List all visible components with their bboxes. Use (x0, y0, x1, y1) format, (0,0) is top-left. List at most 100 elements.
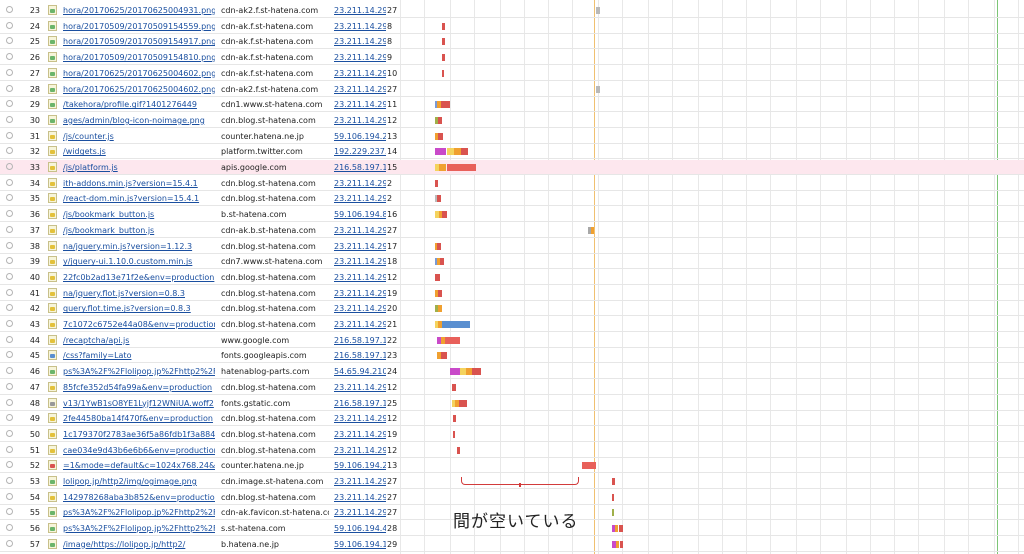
request-ip-link[interactable]: 192.229.237.25 (334, 147, 386, 157)
request-row[interactable]: 43 7c1072c6752e44a08&env=production cdn.bl… (0, 317, 1024, 332)
gear-icon[interactable] (5, 476, 14, 485)
request-row[interactable]: 48 v13/1YwB1sO8YE1Lyjf12WNiUA.woff2 fonts.… (0, 396, 1024, 411)
gear-icon[interactable] (5, 429, 14, 438)
request-row[interactable]: 32/widgets.js platform.twitter.com 192.229… (0, 144, 1024, 160)
request-ip-link[interactable]: 59.106.194.17 (334, 539, 386, 549)
request-url-link[interactable]: ps%3A%2F%2Flolipop.jp%2Fhttp2%2F (63, 524, 215, 534)
gear-icon[interactable] (5, 303, 14, 312)
gear-icon[interactable] (5, 178, 14, 187)
request-ip-link[interactable]: 23.211.14.29 (334, 178, 386, 188)
request-row[interactable]: 35/react-dom.min.js?version=15.4.1 cdn.bl… (0, 191, 1024, 207)
request-url-link[interactable]: ps%3A%2F%2Flolipop.jp%2Fhttp2%2F (63, 508, 215, 518)
request-row[interactable]: 45/css?family=Lato fonts.googleapis.com 21… (0, 348, 1024, 364)
request-row[interactable]: 28 hora/20170625/20170625004602.png cdn-ak… (0, 82, 1024, 97)
request-ip-link[interactable]: 23.211.14.29 (334, 6, 386, 15)
request-ip-link[interactable]: 23.211.14.29 (334, 100, 386, 110)
gear-icon[interactable] (5, 382, 14, 391)
gear-icon[interactable] (5, 460, 14, 469)
request-ip-link[interactable]: 216.58.197.174 (334, 163, 386, 172)
gear-icon[interactable] (5, 115, 14, 124)
request-url-link[interactable]: /widgets.js (63, 147, 106, 157)
request-url-link[interactable]: 2fe44580ba14f470f&env=production (63, 414, 213, 424)
request-url-link[interactable]: /js/bookmark_button.js (63, 210, 155, 220)
request-row[interactable]: 56 ps%3A%2F%2Flolipop.jp%2Fhttp2%2F s.st-h… (0, 521, 1024, 537)
request-ip-link[interactable]: 23.211.14.29 (334, 21, 386, 31)
request-url-link[interactable]: na/jquery.min.js?version=1.12.3 (63, 241, 193, 251)
request-row[interactable]: 24 hora/20170509/20170509154559.png cdn-ak… (0, 19, 1024, 34)
request-row[interactable]: 31/js/counter.js counter.hatena.ne.jp 59.1… (0, 129, 1024, 144)
gear-icon[interactable] (5, 225, 14, 234)
request-ip-link[interactable]: 23.211.14.29 (334, 320, 386, 329)
request-ip-link[interactable]: 59.106.194.24 (334, 131, 386, 141)
gear-icon[interactable] (5, 319, 14, 328)
gear-icon[interactable] (5, 162, 14, 171)
request-ip-link[interactable]: 23.211.14.29 (334, 508, 386, 518)
request-row[interactable]: 36/js/bookmark_button.js b.st-hatena.com 5… (0, 207, 1024, 223)
request-url-link[interactable]: /image/https://lolipop.jp/http2/ (63, 539, 186, 549)
request-ip-link[interactable]: 23.211.14.29 (334, 382, 386, 392)
request-url-link[interactable]: 7c1072c6752e44a08&env=production (63, 320, 215, 329)
request-url-link[interactable]: /recaptcha/api.js (63, 335, 130, 345)
gear-icon[interactable] (5, 84, 14, 93)
request-row[interactable]: 53 lolipop.jp/http2/img/ogimage.png cdn.im… (0, 474, 1024, 489)
request-row[interactable]: 25 hora/20170509/20170509154917.png cdn-ak… (0, 34, 1024, 50)
gear-icon[interactable] (5, 523, 14, 532)
request-row[interactable]: 47 85fcfe352d54fa99a&env=production cdn.bl… (0, 380, 1024, 395)
request-row[interactable]: 37/js/bookmark_button.js cdn-ak.b.st-hate… (0, 223, 1024, 238)
gear-icon[interactable] (5, 99, 14, 108)
gear-icon[interactable] (5, 413, 14, 422)
request-url-link[interactable]: /js/bookmark_button.js (63, 225, 155, 235)
request-row[interactable]: 33/js/platform.js apis.google.com 216.58.1… (0, 160, 1024, 175)
request-ip-link[interactable]: 59.106.194.24 (334, 461, 386, 471)
request-ip-link[interactable]: 59.106.194.80 (334, 210, 386, 220)
request-url-link[interactable]: /js/counter.js (63, 131, 114, 141)
gear-icon[interactable] (5, 507, 14, 516)
request-url-link[interactable]: =1&mode=default&c=1024x768.24&r= (63, 461, 215, 471)
request-row[interactable]: 27 hora/20170625/20170625004602.png cdn-ak… (0, 66, 1024, 81)
gear-icon[interactable] (5, 209, 14, 218)
request-ip-link[interactable]: 23.211.14.29 (334, 241, 386, 251)
request-url-link[interactable]: /css?family=Lato (63, 351, 132, 361)
gear-icon[interactable] (5, 350, 14, 359)
request-ip-link[interactable]: 23.211.14.29 (334, 445, 386, 455)
request-ip-link[interactable]: 216.58.197.170 (334, 351, 386, 361)
request-url-link[interactable]: 142978268aba3b852&env=production (63, 492, 215, 502)
request-row[interactable]: 50 1c179370f2783ae36f5a86fdb1f3a884 cdn.bl… (0, 427, 1024, 442)
gear-icon[interactable] (5, 21, 14, 30)
request-ip-link[interactable]: 23.211.14.29 (334, 257, 386, 267)
request-ip-link[interactable]: 216.58.197.163 (334, 398, 386, 408)
request-ip-link[interactable]: 59.106.194.45 (334, 524, 386, 534)
request-ip-link[interactable]: 23.211.14.29 (334, 53, 386, 63)
request-url-link[interactable]: hora/20170625/20170625004931.png (63, 6, 215, 15)
request-url-link[interactable]: na/jquery.flot.js?version=0.8.3 (63, 288, 185, 298)
gear-icon[interactable] (5, 492, 14, 501)
request-ip-link[interactable]: 54.65.94.210 (334, 367, 386, 377)
request-row[interactable]: 51 cae034e9d43b6e6b6&env=production cdn.bl… (0, 443, 1024, 458)
request-ip-link[interactable]: 23.211.14.29 (334, 477, 386, 486)
request-url-link[interactable]: cae034e9d43b6e6b6&env=production (63, 445, 215, 455)
gear-icon[interactable] (5, 5, 14, 14)
request-ip-link[interactable]: 23.211.14.29 (334, 288, 386, 298)
request-url-link[interactable]: hora/20170625/20170625004602.png (63, 68, 215, 78)
request-url-link[interactable]: ps%3A%2F%2Flolipop.jp%2Fhttp2%2F (63, 367, 215, 377)
request-ip-link[interactable]: 23.211.14.29 (334, 272, 386, 282)
gear-icon[interactable] (5, 241, 14, 250)
request-url-link[interactable]: hora/20170509/20170509154917.png (63, 37, 215, 47)
request-ip-link[interactable]: 23.211.14.29 (334, 194, 386, 204)
request-ip-link[interactable]: 23.211.14.29 (334, 37, 386, 47)
request-url-link[interactable]: 22fc0b2ad13e71f2e&env=production (63, 272, 215, 282)
gear-icon[interactable] (5, 366, 14, 375)
request-url-link[interactable]: hora/20170625/20170625004602.png (63, 84, 215, 94)
request-url-link[interactable]: 85fcfe352d54fa99a&env=production (63, 382, 213, 392)
gear-icon[interactable] (5, 36, 14, 45)
request-ip-link[interactable]: 23.211.14.29 (334, 84, 386, 94)
gear-icon[interactable] (5, 131, 14, 140)
request-row[interactable]: 30 ages/admin/blog-icon-noimage.png cdn.bl… (0, 113, 1024, 128)
request-row[interactable]: 54 142978268aba3b852&env=production cdn.bl… (0, 490, 1024, 505)
request-row[interactable]: 57/image/https://lolipop.jp/http2/b.hate… (0, 537, 1024, 552)
gear-icon[interactable] (5, 272, 14, 281)
gear-icon[interactable] (5, 398, 14, 407)
request-url-link[interactable]: 1c179370f2783ae36f5a86fdb1f3a884 (63, 429, 215, 439)
request-url-link[interactable]: hora/20170509/20170509154559.png (63, 21, 215, 31)
request-row[interactable]: 29/takehora/profile.gif?1401276449 cdn1.w… (0, 97, 1024, 113)
